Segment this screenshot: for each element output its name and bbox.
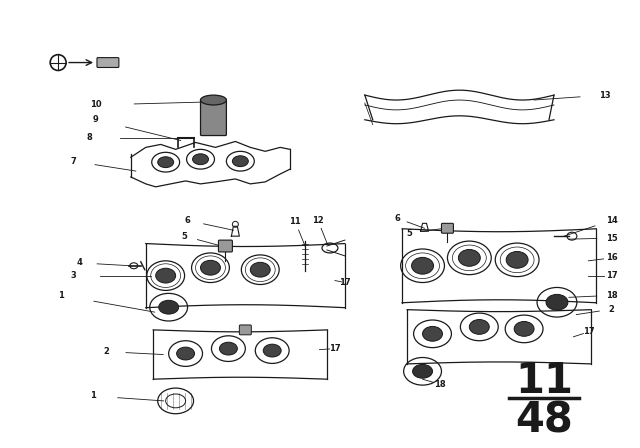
Text: 9: 9 bbox=[93, 115, 99, 124]
Text: 5: 5 bbox=[182, 232, 188, 241]
Text: 2: 2 bbox=[103, 347, 109, 356]
Text: 2: 2 bbox=[609, 305, 614, 314]
Ellipse shape bbox=[263, 344, 281, 357]
Ellipse shape bbox=[220, 342, 237, 355]
Ellipse shape bbox=[232, 156, 248, 167]
Ellipse shape bbox=[156, 268, 175, 283]
Text: 13: 13 bbox=[599, 90, 611, 99]
Text: 1: 1 bbox=[58, 291, 64, 300]
Ellipse shape bbox=[412, 257, 433, 274]
Ellipse shape bbox=[546, 294, 568, 310]
Text: 5: 5 bbox=[406, 229, 413, 238]
Ellipse shape bbox=[506, 251, 528, 268]
Ellipse shape bbox=[458, 250, 480, 266]
FancyBboxPatch shape bbox=[239, 325, 252, 335]
Ellipse shape bbox=[250, 263, 270, 277]
Text: 8: 8 bbox=[86, 133, 92, 142]
Text: 16: 16 bbox=[606, 254, 618, 263]
Text: 15: 15 bbox=[606, 234, 618, 243]
Text: 17: 17 bbox=[583, 327, 595, 336]
Text: 6: 6 bbox=[184, 216, 191, 225]
Ellipse shape bbox=[177, 347, 195, 360]
Text: 1: 1 bbox=[90, 392, 96, 401]
FancyBboxPatch shape bbox=[97, 58, 119, 68]
Text: 4: 4 bbox=[76, 258, 82, 267]
Ellipse shape bbox=[200, 260, 220, 275]
Ellipse shape bbox=[159, 300, 179, 314]
Text: 14: 14 bbox=[606, 216, 618, 225]
Ellipse shape bbox=[157, 157, 173, 168]
Text: 17: 17 bbox=[339, 278, 351, 287]
Ellipse shape bbox=[200, 95, 227, 105]
Ellipse shape bbox=[422, 327, 442, 341]
Text: 17: 17 bbox=[329, 344, 340, 353]
Text: 18: 18 bbox=[434, 379, 445, 388]
Text: 6: 6 bbox=[395, 214, 401, 223]
Text: 17: 17 bbox=[606, 271, 618, 280]
Ellipse shape bbox=[413, 364, 433, 378]
Text: 7: 7 bbox=[70, 157, 76, 166]
Text: 48: 48 bbox=[515, 400, 573, 442]
Text: 18: 18 bbox=[606, 291, 618, 300]
Text: 11: 11 bbox=[289, 217, 301, 226]
Text: 10: 10 bbox=[90, 100, 102, 109]
Text: 12: 12 bbox=[312, 216, 324, 225]
FancyBboxPatch shape bbox=[200, 99, 227, 136]
FancyBboxPatch shape bbox=[218, 240, 232, 252]
Text: 11: 11 bbox=[515, 360, 573, 402]
Ellipse shape bbox=[193, 154, 209, 165]
Ellipse shape bbox=[469, 319, 489, 334]
Ellipse shape bbox=[514, 322, 534, 336]
Text: 3: 3 bbox=[70, 271, 76, 280]
FancyBboxPatch shape bbox=[442, 224, 453, 233]
